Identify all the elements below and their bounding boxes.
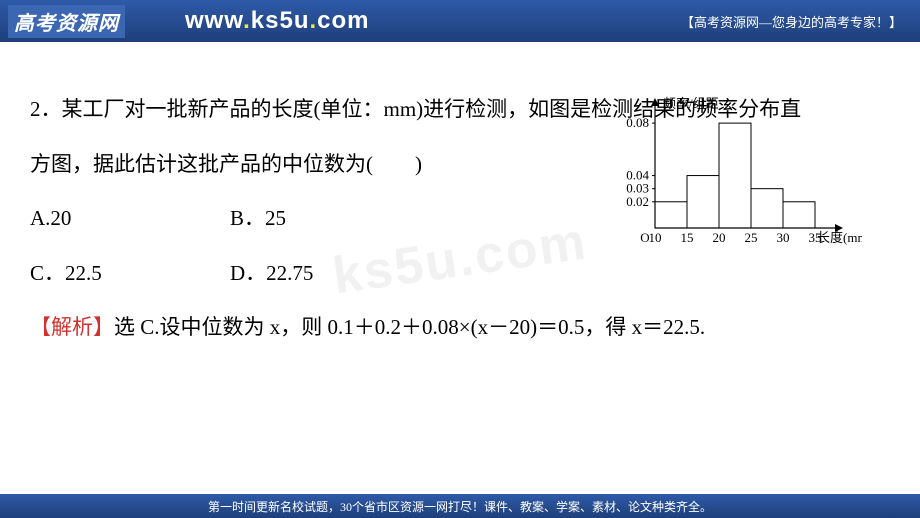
svg-text:0.08: 0.08 xyxy=(626,115,649,130)
option-b: B．25 xyxy=(230,191,430,246)
option-d: D．22.75 xyxy=(230,246,430,301)
svg-text:15: 15 xyxy=(681,230,694,245)
svg-text:O: O xyxy=(640,230,649,245)
solution-label: 【解析】 xyxy=(30,315,114,339)
solution-line: 【解析】选 C.设中位数为 x，则 0.1＋0.2＋0.08×(x－20)＝0.… xyxy=(30,300,890,355)
question-line-2-prefix: 方图，据此估计这批产品的中位数为( xyxy=(30,152,373,176)
option-a: A.20 xyxy=(30,191,230,246)
svg-text:频率/组距: 频率/组距 xyxy=(663,96,719,111)
svg-text:10: 10 xyxy=(649,230,662,245)
svg-text:30: 30 xyxy=(777,230,790,245)
svg-text:0.03: 0.03 xyxy=(626,181,649,196)
question-blank: ) xyxy=(373,152,422,176)
top-banner: 高考资源网 www.ks5u.com 【高考资源网—您身边的高考专家！】 xyxy=(0,0,920,42)
svg-text:25: 25 xyxy=(745,230,758,245)
svg-text:20: 20 xyxy=(713,230,726,245)
histogram-chart: 0.020.030.040.08101520253035频率/组距长度(mm)O xyxy=(607,90,862,250)
option-c: C．22.5 xyxy=(30,246,230,301)
url-dot-1: . xyxy=(243,7,251,34)
svg-text:0.04: 0.04 xyxy=(626,168,649,183)
svg-text:0.02: 0.02 xyxy=(626,194,649,209)
site-tagline: 【高考资源网—您身边的高考专家！】 xyxy=(681,12,902,31)
content-area: 2．某工厂对一批新产品的长度(单位：mm)进行检测，如图是检测结果的频率分布直 … xyxy=(0,42,920,355)
site-logo: 高考资源网 xyxy=(8,5,125,38)
bottom-banner: 第一时间更新名校试题，30个省市区资源一网打尽！课件、教案、学案、素材、论文种类… xyxy=(0,494,920,518)
footer-text: 第一时间更新名校试题，30个省市区资源一网打尽！课件、教案、学案、素材、论文种类… xyxy=(208,498,712,515)
url-www: www xyxy=(185,7,243,34)
site-url: www.ks5u.com xyxy=(185,7,370,35)
url-com: com xyxy=(317,7,369,34)
svg-text:长度(mm): 长度(mm) xyxy=(817,230,862,245)
url-mid: ks5u xyxy=(251,7,310,34)
options-row-2: C．22.5 D．22.75 xyxy=(30,246,890,301)
solution-body: 选 C.设中位数为 x，则 0.1＋0.2＋0.08×(x－20)＝0.5，得 … xyxy=(114,315,705,339)
